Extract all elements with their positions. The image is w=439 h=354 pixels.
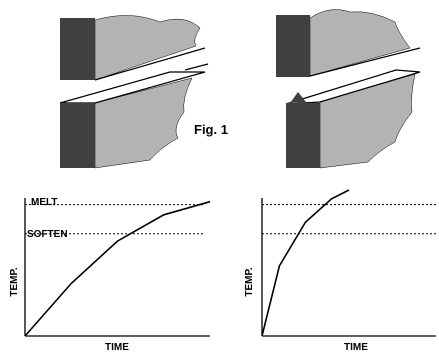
chart-right-y-label: TEMP. [244, 267, 255, 296]
lower-left-gap-line [184, 63, 209, 71]
upper-right-block [276, 9, 421, 77]
upper-right-sheet-edge [309, 47, 421, 77]
lower-left-block-side [94, 77, 193, 169]
chart-left-temp-curve [24, 200, 211, 337]
chart-left: MELT SOFTEN TEMP. TIME [9, 197, 211, 353]
chart-left-y-label: TEMP. [9, 267, 20, 296]
upper-left-block [60, 15, 206, 81]
lower-right-bend-bead [290, 92, 306, 103]
chart-right: TEMP. TIME [244, 189, 436, 353]
upper-right-block-side [309, 9, 411, 77]
upper-right-block-end [276, 15, 310, 77]
upper-left-block-side [94, 15, 201, 81]
lower-right-block-side [319, 73, 416, 169]
lower-right-block-top [285, 69, 421, 105]
figure-caption: Fig. 1 [194, 122, 228, 137]
lower-left-block-end [60, 103, 95, 168]
lower-left-block [59, 63, 209, 169]
chart-left-melt-label: MELT [31, 197, 57, 208]
upper-left-block-end [60, 18, 95, 80]
chart-right-temp-curve [261, 189, 350, 337]
chart-left-soften-label: SOFTEN [27, 229, 68, 240]
lower-right-block-end [286, 103, 320, 168]
chart-left-x-label: TIME [105, 342, 129, 353]
upper-left-sheet-edge [94, 47, 206, 81]
chart-right-x-label: TIME [344, 342, 368, 353]
lower-right-block [285, 69, 421, 169]
